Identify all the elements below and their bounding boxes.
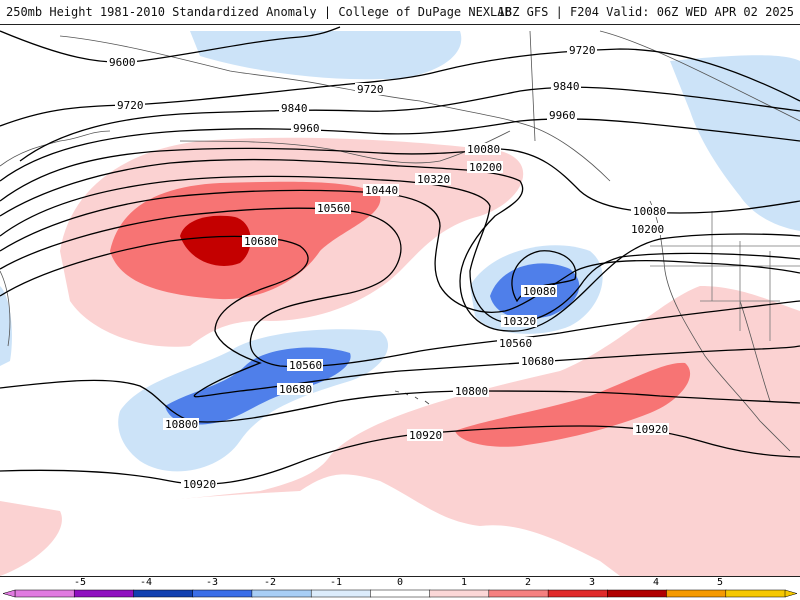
coastlines <box>0 30 800 452</box>
us-state-borders <box>650 211 800 341</box>
contour-label: 10080 <box>467 143 500 156</box>
colorbar-swatch <box>725 589 786 598</box>
contour-labels: 9600 9720 9720 9720 9840 9840 9960 9960 … <box>107 44 669 491</box>
contour-label: 10680 <box>521 355 554 368</box>
contour-label: 10200 <box>469 161 502 174</box>
negative-anomaly-region <box>670 55 800 231</box>
contour-9840 <box>19 86 800 162</box>
contour-label: 10920 <box>183 478 216 491</box>
colorbar-swatch <box>310 589 372 598</box>
contour-label: 10680 <box>244 235 277 248</box>
contour-label: 10560 <box>499 337 532 350</box>
height-contours <box>0 26 800 485</box>
anomaly-shading <box>0 31 800 576</box>
contour-label: 9720 <box>569 44 596 57</box>
colorbar-label: -4 <box>140 577 152 588</box>
contour-label: 10560 <box>317 202 350 215</box>
colorbar-label: 4 <box>653 577 659 588</box>
colorbar-swatch <box>251 589 312 598</box>
positive-anomaly-region <box>0 474 620 576</box>
contour-label: 10920 <box>635 423 668 436</box>
contour-label: 10320 <box>417 173 450 186</box>
colorbar-swatch <box>607 589 668 598</box>
colorbar-swatch <box>488 589 549 598</box>
contour-10800 <box>0 379 800 423</box>
colorbar-swatch <box>547 589 609 598</box>
contour-label: 10320 <box>503 315 536 328</box>
contour-label: 10200 <box>631 223 664 236</box>
contour-label: 9960 <box>549 109 576 122</box>
contour-label: 10080 <box>523 285 556 298</box>
contour-label: 9720 <box>117 99 144 112</box>
contour-10320 <box>0 175 800 324</box>
anomaly-colorbar: -5 -4 -3 -2 -1 0 1 2 3 4 5 <box>2 577 798 598</box>
mexico-coastline <box>739 300 771 402</box>
colorbar-swatch <box>73 589 135 598</box>
contour-label: 10080 <box>633 205 666 218</box>
negative-anomaly-region <box>190 31 462 80</box>
contour-10560 <box>0 207 800 368</box>
us-west-coastline <box>649 200 791 452</box>
colorbar-arrow-high <box>784 589 798 598</box>
colorbar-label: 0 <box>397 577 403 588</box>
colorbar-swatches <box>2 589 798 598</box>
contour-10440 <box>0 189 800 313</box>
map-header: 250mb Height 1981-2010 Standardized Anom… <box>0 0 800 24</box>
colorbar-label: -3 <box>206 577 218 588</box>
colorbar-swatch <box>429 589 490 598</box>
contour-label: 9960 <box>293 122 320 135</box>
map-title: 250mb Height 1981-2010 Standardized Anom… <box>6 5 512 19</box>
height-anomaly-map: 9600 9720 9720 9720 9840 9840 9960 9960 … <box>0 24 800 577</box>
contour-label: 9840 <box>553 80 580 93</box>
positive-anomaly-region <box>720 501 800 576</box>
colorbar-label: -1 <box>330 577 342 588</box>
colorbar-label: 1 <box>461 577 467 588</box>
colorbar-label: 2 <box>525 577 531 588</box>
contour-9600 <box>0 26 341 63</box>
colorbar-label: 3 <box>589 577 595 588</box>
asia-coastline <box>0 270 11 347</box>
model-run-info: 18Z GFS | F204 Valid: 06Z WED APR 02 202… <box>497 5 794 19</box>
contour-label: 9600 <box>109 56 136 69</box>
positive-anomaly-region <box>0 501 62 576</box>
colorbar-arrow-low <box>2 589 16 598</box>
contour-label: 9720 <box>357 83 384 96</box>
contour-label: 10560 <box>289 359 322 372</box>
contour-label: 10680 <box>279 383 312 396</box>
colorbar-label: -5 <box>74 577 86 588</box>
colorbar-label: 5 <box>717 577 723 588</box>
colorbar-swatch <box>666 589 727 598</box>
colorbar-label: -2 <box>264 577 276 588</box>
contour-label: 10920 <box>409 429 442 442</box>
colorbar-labels: -5 -4 -3 -2 -1 0 1 2 3 4 5 <box>74 577 723 588</box>
colorbar-swatch <box>370 589 431 598</box>
peak-positive-anomaly <box>180 215 251 266</box>
contour-label: 10800 <box>165 418 198 431</box>
contour-label: 10440 <box>365 184 398 197</box>
contour-label: 10800 <box>455 385 488 398</box>
strong-positive-anomaly <box>455 362 691 447</box>
russia-coastline <box>0 130 111 167</box>
canada-coastline <box>529 30 800 142</box>
negative-anomaly-region <box>0 286 12 366</box>
colorbar-swatch <box>133 589 194 598</box>
contour-9960 <box>0 118 800 182</box>
colorbar-swatch <box>14 589 75 598</box>
colorbar-swatch <box>192 589 253 598</box>
contour-label: 9840 <box>281 102 308 115</box>
